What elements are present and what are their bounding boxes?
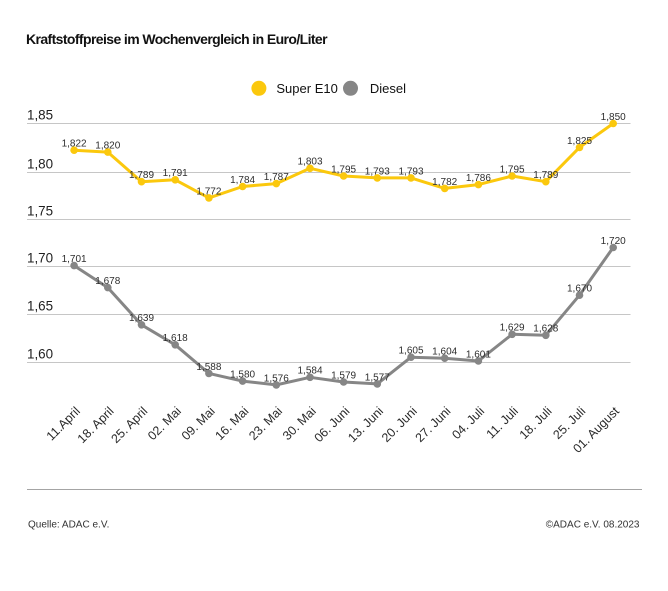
svg-text:04. Juli: 04. Juli [449, 404, 487, 442]
svg-text:18. Juli: 18. Juli [517, 404, 555, 442]
svg-text:©ADAC e.V. 08.2023: ©ADAC e.V. 08.2023 [546, 520, 640, 531]
svg-text:1,580: 1,580 [230, 370, 255, 381]
svg-text:1,628: 1,628 [533, 324, 558, 335]
svg-text:Quelle: ADAC e.V.: Quelle: ADAC e.V. [28, 520, 109, 531]
svg-text:27. Juni: 27. Juni [413, 404, 454, 445]
svg-text:1,70: 1,70 [27, 251, 53, 266]
svg-text:18. April: 18. April [75, 404, 117, 446]
svg-text:1,579: 1,579 [331, 370, 356, 381]
svg-text:1,782: 1,782 [432, 177, 457, 188]
svg-text:1,80: 1,80 [27, 157, 53, 172]
svg-text:1,795: 1,795 [331, 164, 356, 175]
svg-text:1,786: 1,786 [466, 173, 491, 184]
svg-text:11. Juli: 11. Juli [484, 404, 521, 441]
svg-text:1,85: 1,85 [27, 108, 53, 123]
svg-text:1,791: 1,791 [163, 168, 188, 179]
svg-text:1,701: 1,701 [62, 254, 87, 265]
svg-text:1,576: 1,576 [264, 373, 289, 384]
svg-text:16. Mai: 16. Mai [213, 404, 252, 443]
svg-text:1,789: 1,789 [129, 170, 154, 181]
svg-text:06. Juni: 06. Juni [312, 404, 353, 445]
svg-text:1,825: 1,825 [567, 136, 592, 147]
svg-text:1,678: 1,678 [95, 276, 120, 287]
svg-text:1,577: 1,577 [365, 372, 390, 383]
svg-text:1,772: 1,772 [196, 186, 221, 197]
svg-text:1,601: 1,601 [466, 349, 491, 360]
svg-text:1,793: 1,793 [365, 166, 390, 177]
svg-text:1,793: 1,793 [398, 166, 423, 177]
svg-text:1,720: 1,720 [601, 236, 626, 247]
svg-text:13. Juni: 13. Juni [345, 404, 386, 445]
svg-text:1,787: 1,787 [264, 172, 289, 183]
svg-text:Super E10: Super E10 [276, 81, 337, 96]
svg-text:1,605: 1,605 [398, 346, 423, 357]
svg-text:25. April: 25. April [108, 404, 150, 446]
svg-text:1,584: 1,584 [297, 366, 322, 377]
svg-text:1,820: 1,820 [95, 141, 120, 152]
svg-text:1,618: 1,618 [163, 333, 188, 344]
svg-text:1,822: 1,822 [62, 139, 87, 150]
svg-text:1,850: 1,850 [601, 112, 626, 123]
svg-text:1,65: 1,65 [27, 299, 53, 314]
svg-text:1,604: 1,604 [432, 347, 457, 358]
svg-text:1,588: 1,588 [196, 362, 221, 373]
svg-text:Diesel: Diesel [370, 81, 406, 96]
svg-text:1,789: 1,789 [533, 170, 558, 181]
svg-text:1,803: 1,803 [297, 157, 322, 168]
svg-text:09. Mai: 09. Mai [179, 404, 218, 443]
svg-text:1,670: 1,670 [567, 284, 592, 295]
svg-text:1,795: 1,795 [500, 164, 525, 175]
svg-text:20. Juni: 20. Juni [379, 404, 420, 445]
svg-text:1,629: 1,629 [500, 323, 525, 334]
svg-text:02. Mai: 02. Mai [145, 404, 184, 443]
svg-text:1,75: 1,75 [27, 204, 53, 219]
svg-text:1,784: 1,784 [230, 175, 255, 186]
svg-text:23. Mai: 23. Mai [246, 404, 285, 443]
svg-text:1,639: 1,639 [129, 313, 154, 324]
svg-text:1,60: 1,60 [27, 347, 53, 362]
svg-text:Kraftstoffpreise im Wochenverg: Kraftstoffpreise im Wochenvergleich in E… [26, 31, 328, 47]
